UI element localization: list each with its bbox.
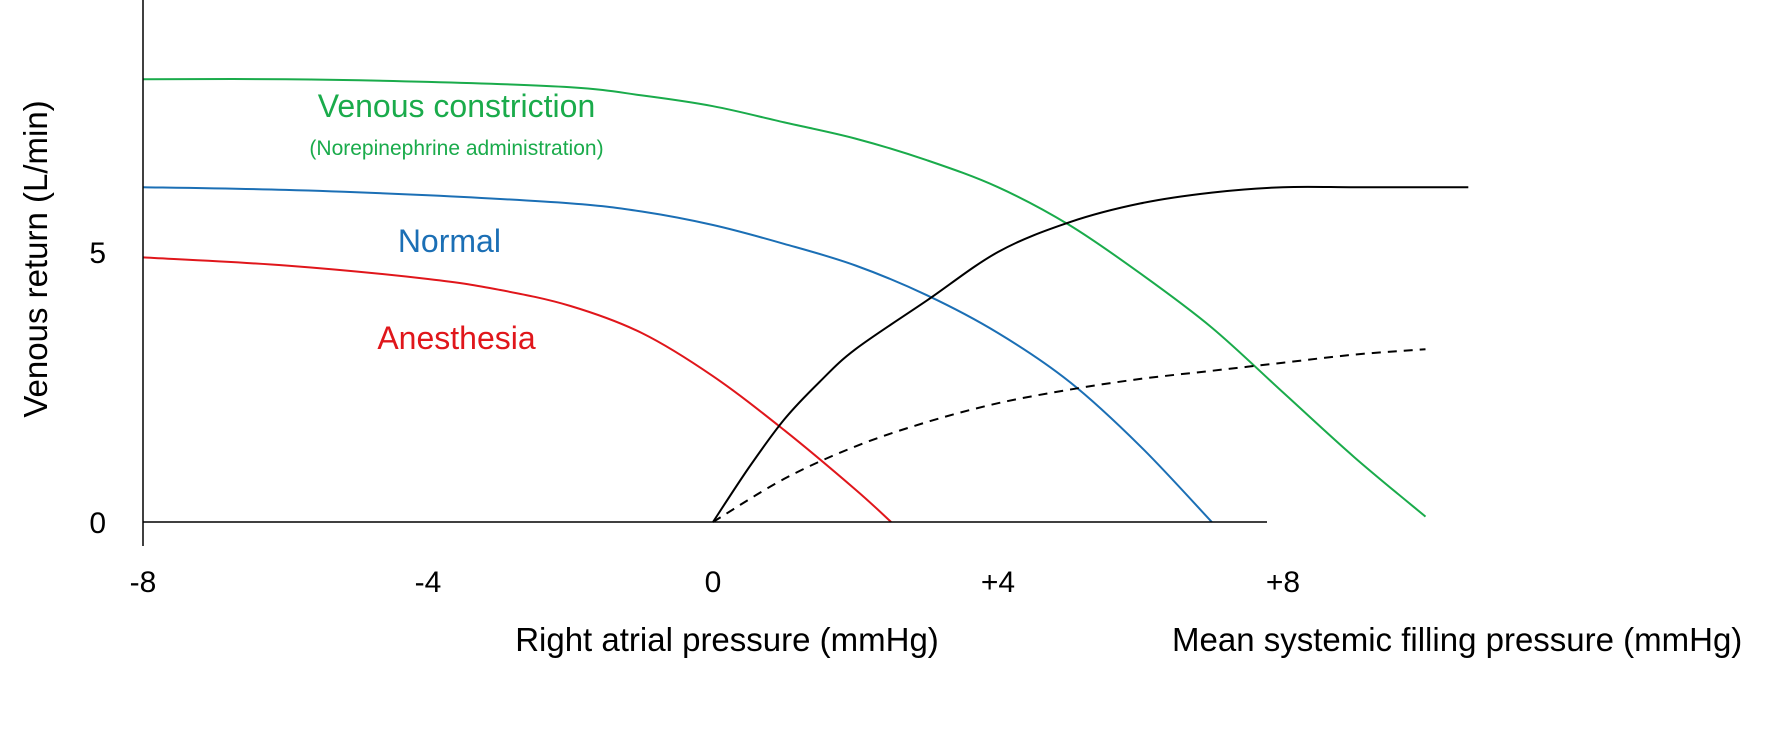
x-axis-secondary-title: Mean systemic filling pressure (mmHg) <box>1172 621 1742 658</box>
x-tick-label: -8 <box>130 566 157 599</box>
venous-constriction-sublabel: (Norepinephrine administration) <box>309 137 603 160</box>
normal-curve <box>142 186 1213 523</box>
x-tick-label: +8 <box>1266 566 1300 599</box>
y-axis-title: Venous return (L/min) <box>17 100 54 417</box>
anesthesia-curve <box>142 256 892 523</box>
y-tick-label: 0 <box>89 507 106 540</box>
normal-label: Normal <box>398 223 501 259</box>
y-tick-label: 5 <box>89 237 106 270</box>
x-tick-label: -4 <box>415 566 442 599</box>
x-tick-labels: -8 -4 0 +4 +8 <box>130 566 1300 599</box>
curves-group <box>142 78 1469 523</box>
venous-constriction-label: Venous constriction <box>318 88 596 124</box>
x-tick-label: 0 <box>705 566 722 599</box>
venous-constriction-curve <box>142 78 1427 518</box>
anesthesia-label: Anesthesia <box>377 320 536 356</box>
solid-black-curve <box>712 185 1469 523</box>
y-tick-labels: 05 <box>89 237 106 540</box>
x-tick-label: +4 <box>981 566 1015 599</box>
curve-labels: Venous constriction (Norepinephrine admin… <box>309 88 603 356</box>
dashed-black-curve <box>712 348 1426 523</box>
x-axis-title: Right atrial pressure (mmHg) <box>515 621 939 658</box>
